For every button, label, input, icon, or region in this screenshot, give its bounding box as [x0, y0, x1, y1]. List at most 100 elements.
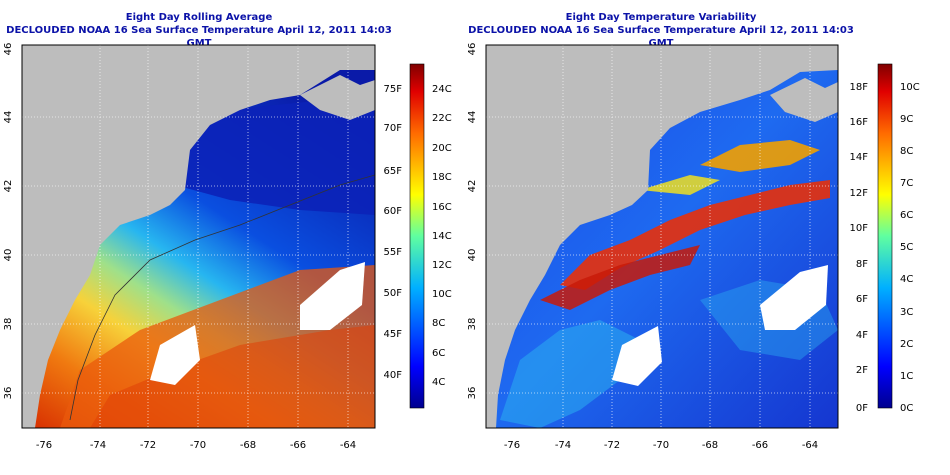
left-cb-f-label: 60F [384, 206, 403, 217]
right-cloud-2 [612, 326, 662, 386]
left-cb-c-label: 22C [432, 113, 452, 124]
left-x-axis: -76 -74 -72 -70 -68 -66 -64 [36, 440, 356, 451]
right-colorbar-c-labels: 10C 9C 8C 7C 6C 5C 4C 3C 2C 1C 0C [900, 82, 920, 414]
left-cb-f-label: 50F [384, 288, 403, 299]
left-xtick: -64 [340, 440, 356, 451]
right-xtick: -70 [653, 440, 669, 451]
right-ytick: 38 [467, 318, 478, 331]
left-land [22, 45, 375, 428]
right-cb-c-label: 8C [900, 146, 913, 157]
left-xtick: -74 [90, 440, 106, 451]
right-gridlines [486, 45, 838, 428]
right-cb-c-label: 10C [900, 82, 920, 93]
right-map[interactable] [486, 45, 838, 428]
right-cb-f-label: 12F [850, 188, 869, 199]
right-cb-c-label: 5C [900, 242, 913, 253]
right-cloud-1 [760, 265, 828, 330]
right-cb-f-label: 14F [850, 152, 869, 163]
left-cb-c-label: 14C [432, 231, 452, 242]
right-colorbar-f-labels: 18F 16F 14F 12F 10F 8F 6F 4F 2F 0F [850, 82, 869, 414]
right-nova-scotia [770, 78, 838, 122]
left-ytick: 42 [3, 180, 14, 193]
left-cb-c-label: 10C [432, 289, 452, 300]
left-ytick: 46 [3, 43, 14, 56]
right-colorbar [877, 63, 893, 409]
left-cloud-2 [150, 325, 200, 385]
right-xtick: -74 [555, 440, 571, 451]
right-cb-f-label: 6F [856, 294, 868, 305]
right-cb-f-label: 2F [856, 365, 868, 376]
left-cb-f-label: 65F [384, 166, 403, 177]
left-ytick: 38 [3, 318, 14, 331]
left-cb-c-label: 24C [432, 84, 452, 95]
right-ytick: 36 [467, 387, 478, 400]
right-ytick: 44 [467, 111, 478, 124]
left-title-line1: Eight Day Rolling Average [125, 12, 273, 23]
right-title: Eight Day Temperature Variability DECLOU… [462, 11, 860, 50]
right-xtick: -66 [752, 440, 768, 451]
left-cb-c-label: 8C [432, 318, 445, 329]
right-cb-c-label: 1C [900, 371, 913, 382]
left-title-line2: DECLOUDED NOAA 16 Sea Surface Temperatur… [6, 25, 392, 49]
right-cb-c-label: 6C [900, 210, 913, 221]
left-ytick: 44 [3, 111, 14, 124]
right-xtick: -72 [604, 440, 620, 451]
left-cold-water [175, 95, 375, 215]
right-cb-f-label: 8F [856, 259, 868, 270]
left-cb-f-label: 70F [384, 123, 403, 134]
right-cb-f-label: 4F [856, 330, 868, 341]
right-x-axis: -76 -74 -72 -70 -68 -66 -64 [504, 440, 818, 451]
left-xtick: -66 [290, 440, 306, 451]
left-colorbar [409, 63, 425, 409]
left-cb-c-label: 20C [432, 143, 452, 154]
left-cloud-1 [300, 262, 365, 330]
left-title: Eight Day Rolling Average DECLOUDED NOAA… [0, 11, 398, 50]
left-xtick: -68 [240, 440, 256, 451]
left-colorbar-f-labels: 75F 70F 65F 60F 55F 50F 45F 40F [384, 84, 403, 381]
right-ytick: 46 [467, 43, 478, 56]
right-land [486, 45, 838, 428]
right-map-frame [485, 44, 839, 429]
right-cb-c-label: 0C [900, 403, 913, 414]
right-ytick: 40 [467, 249, 478, 262]
right-title-line2: DECLOUDED NOAA 16 Sea Surface Temperatur… [468, 25, 854, 49]
left-cb-f-label: 75F [384, 84, 403, 95]
right-xtick: -64 [802, 440, 818, 451]
left-colorbar-c-labels: 24C 22C 20C 18C 16C 14C 12C 10C 8C 6C 4C [432, 84, 452, 388]
left-cb-c-label: 16C [432, 202, 452, 213]
right-ytick: 42 [467, 180, 478, 193]
left-map-frame [21, 44, 376, 429]
right-cb-f-label: 10F [850, 223, 869, 234]
left-ytick: 40 [3, 249, 14, 262]
left-y-axis: 36 38 40 42 44 46 [3, 43, 14, 400]
left-cb-c-label: 4C [432, 377, 445, 388]
left-contour [69, 174, 375, 421]
left-xtick: -70 [190, 440, 206, 451]
right-front [560, 180, 830, 290]
left-nova-scotia [300, 75, 375, 120]
left-cb-c-label: 6C [432, 348, 445, 359]
right-cb-f-label: 16F [850, 117, 869, 128]
right-xtick: -76 [504, 440, 520, 451]
right-title-line1: Eight Day Temperature Variability [565, 12, 757, 23]
right-xtick: -68 [702, 440, 718, 451]
right-cb-c-label: 4C [900, 274, 913, 285]
left-cb-c-label: 12C [432, 260, 452, 271]
left-cb-f-label: 55F [384, 247, 403, 258]
right-cb-c-label: 2C [900, 339, 913, 350]
right-front-core [540, 245, 700, 310]
left-warm-core [90, 325, 375, 428]
right-cb-c-label: 9C [900, 114, 913, 125]
left-ytick: 36 [3, 387, 14, 400]
left-cb-f-label: 45F [384, 329, 403, 340]
left-map[interactable] [22, 45, 375, 428]
left-xtick: -76 [36, 440, 52, 451]
left-cb-f-label: 40F [384, 370, 403, 381]
left-xtick: -72 [140, 440, 156, 451]
right-front-yellow [640, 175, 720, 195]
right-cb-c-label: 7C [900, 178, 913, 189]
right-patch [500, 320, 640, 428]
right-y-axis: 36 38 40 42 44 46 [467, 43, 478, 400]
right-cb-c-label: 3C [900, 307, 913, 318]
